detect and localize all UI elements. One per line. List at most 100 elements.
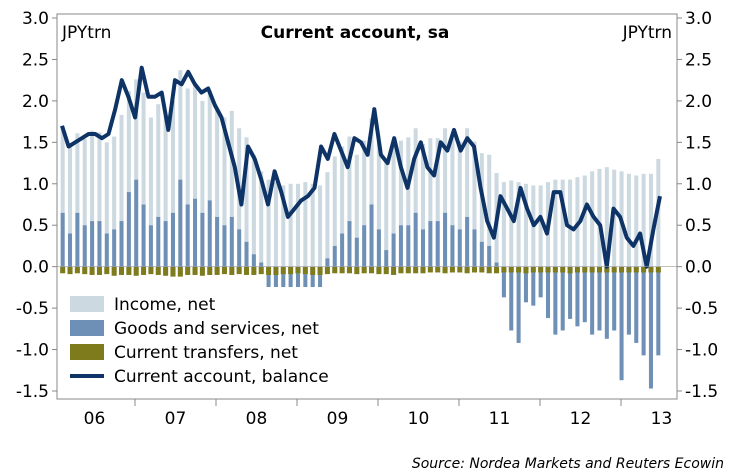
bar-goods [332, 245, 337, 267]
bar-transfers [391, 266, 397, 275]
bar-goods [126, 192, 131, 267]
bar-income [156, 104, 161, 217]
bar-income [487, 154, 492, 246]
bar-transfers [141, 266, 147, 275]
axes-layer: 3.0 3.0 2.5 2.5 2.0 2.0 1.5 1.5 1.0 1.0 0.5 0.5 0.0 0… [16, 9, 718, 429]
legend-label-transfers: Current transfers, net [114, 343, 298, 363]
bar-income [163, 115, 168, 222]
legend-swatch-transfers [70, 344, 104, 360]
bar-transfers [552, 266, 558, 273]
bar-transfers [530, 266, 536, 273]
xtick-label: 09 [327, 409, 349, 429]
bar-transfers [192, 266, 198, 275]
ytick-label-right: 1.0 [685, 175, 712, 195]
bar-income [472, 141, 477, 230]
bar-transfers [148, 266, 154, 275]
bar-goods [237, 229, 242, 267]
bar-income [281, 185, 286, 267]
bar-transfers [619, 266, 625, 273]
bar-income [170, 100, 176, 213]
bar-income [362, 140, 367, 226]
bar-goods [391, 233, 396, 267]
bar-transfers [589, 266, 595, 273]
bar-transfers [420, 266, 426, 274]
bar-transfers [567, 266, 573, 274]
bar-goods [435, 221, 440, 267]
bar-income [303, 182, 308, 267]
ytick-label-left: 0.0 [22, 258, 49, 278]
bar-income [112, 136, 117, 230]
ytick-label-left: 2.5 [22, 50, 49, 70]
bar-transfers [582, 266, 588, 273]
legend: Income, net Goods and services, net Curr… [64, 287, 386, 393]
xtick-label: 10 [408, 409, 430, 429]
bar-goods [259, 262, 264, 267]
bar-transfers [442, 266, 448, 274]
ytick-label-right: -0.5 [685, 299, 718, 319]
bar-transfers [236, 266, 242, 275]
bar-transfers [648, 266, 654, 273]
ytick-label-right: 3.0 [685, 9, 712, 29]
ytick-label-right: 0.0 [685, 258, 712, 278]
ytick-label-left: -1.0 [16, 341, 49, 361]
bar-transfers [118, 266, 125, 275]
chart-title: Current account, sa [261, 23, 450, 43]
bar-goods [354, 237, 359, 267]
bar-transfers [626, 266, 632, 273]
ytick-label-left: 0.5 [22, 216, 49, 236]
bar-goods [428, 221, 433, 267]
ytick-label-left: 3.0 [22, 9, 49, 29]
bar-transfers [111, 266, 117, 276]
bar-goods [222, 225, 227, 267]
bar-income [266, 179, 271, 267]
bar-income [259, 171, 264, 263]
bar-income [68, 145, 73, 234]
legend-background [64, 287, 386, 393]
bar-transfers [214, 266, 220, 275]
bar-transfers [457, 266, 463, 273]
bar-income [391, 147, 396, 234]
bar-transfers [479, 266, 485, 273]
bar-transfers [361, 266, 367, 274]
bar-income [332, 156, 337, 246]
bar-income [126, 90, 131, 193]
bar-goods [568, 266, 573, 319]
bar-goods [648, 266, 653, 389]
bar-goods [553, 266, 558, 335]
bar-goods [347, 221, 352, 267]
bar-transfers [273, 266, 279, 275]
bar-income [60, 125, 65, 213]
bar-transfers [310, 266, 316, 275]
bar-goods [273, 266, 278, 288]
bar-goods [244, 241, 249, 267]
bar-income [229, 110, 234, 217]
bar-income [244, 137, 249, 242]
bar-goods [465, 216, 470, 267]
bar-goods [156, 216, 161, 267]
bar-income [604, 167, 609, 267]
bar-goods [325, 258, 330, 267]
bar-income [465, 128, 470, 217]
bar-goods [487, 245, 492, 267]
bar-income [369, 118, 374, 205]
bar-transfers [346, 266, 352, 274]
bar-income [75, 133, 80, 213]
bar-goods [406, 225, 411, 267]
legend-swatch-goods [70, 320, 104, 336]
bar-goods [384, 250, 389, 267]
bar-transfers [633, 266, 639, 273]
bar-goods [295, 266, 301, 295]
bar-goods [185, 204, 190, 267]
bar-income [251, 154, 256, 255]
bar-goods [170, 212, 176, 267]
bar-goods [148, 225, 153, 267]
bar-transfers [545, 266, 551, 273]
bar-income [435, 138, 440, 222]
bar-income [568, 179, 573, 267]
bar-income [553, 179, 558, 267]
xtick-label: 11 [489, 409, 511, 429]
bar-income [215, 109, 220, 217]
ytick-label-left: 1.0 [22, 175, 49, 195]
bar-goods [141, 204, 146, 267]
